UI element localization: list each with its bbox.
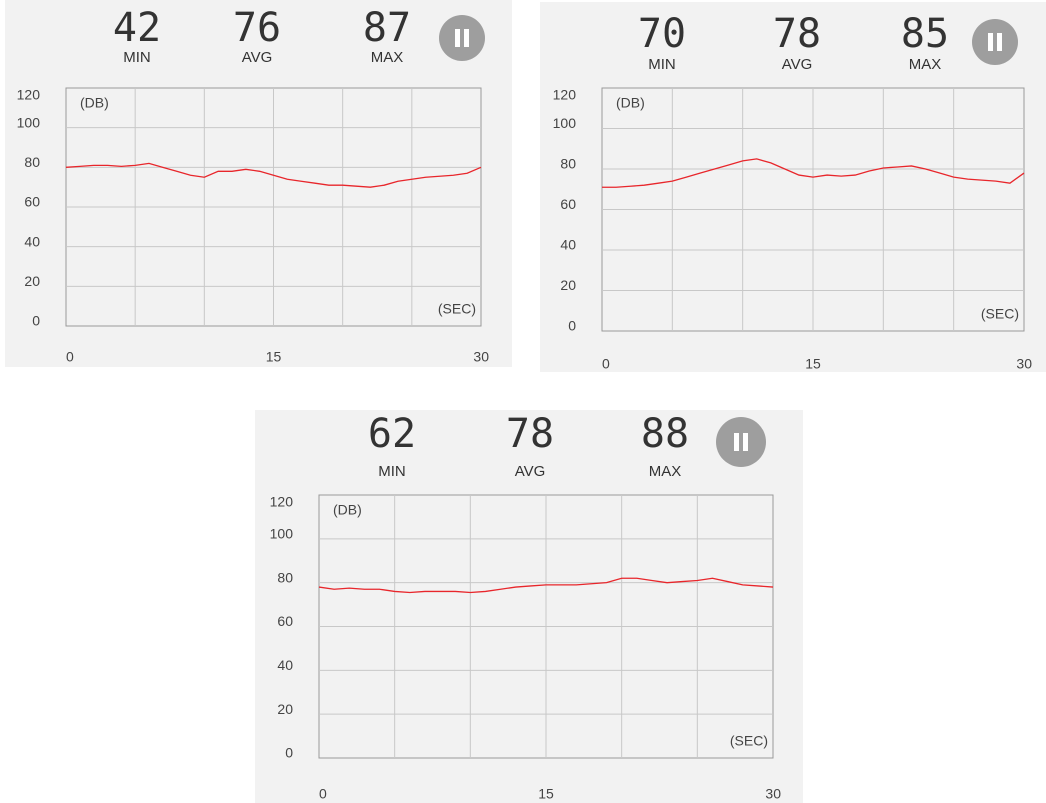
y-axis-label: (DB) — [80, 95, 109, 111]
stat-label: MAX — [649, 463, 682, 480]
stat-label: MIN — [123, 49, 151, 66]
pause-bar[interactable] — [464, 29, 469, 47]
stat-label: AVG — [515, 463, 546, 480]
y-tick-label: 80 — [277, 569, 293, 585]
stat-value: 87 — [363, 5, 411, 51]
x-tick-label: 0 — [602, 356, 610, 372]
y-tick-label: 0 — [285, 745, 293, 761]
x-axis-label: (SEC) — [730, 733, 768, 749]
stat-value: 78 — [506, 411, 554, 457]
y-axis-label: (DB) — [616, 95, 645, 111]
sound-level-line — [65, 162, 482, 188]
y-tick-label: 120 — [553, 87, 577, 103]
pause-button[interactable] — [972, 19, 1018, 65]
y-axis-label: (DB) — [333, 502, 362, 518]
pause-circle[interactable] — [716, 417, 766, 467]
y-tick-label: 100 — [17, 114, 41, 130]
x-tick-label: 15 — [805, 356, 821, 372]
stat-value: 85 — [901, 11, 949, 57]
y-tick-label: 80 — [560, 156, 576, 172]
pause-circle[interactable] — [439, 15, 485, 61]
x-tick-label: 0 — [66, 349, 74, 365]
y-tick-label: 0 — [568, 318, 576, 334]
stat-value: 78 — [773, 11, 821, 57]
sound-level-line — [318, 577, 774, 594]
stat-value: 76 — [233, 5, 281, 51]
stat-value: 42 — [113, 5, 161, 51]
y-tick-label: 100 — [270, 526, 294, 542]
pause-bar[interactable] — [455, 29, 460, 47]
x-tick-label: 30 — [1016, 356, 1032, 372]
x-tick-label: 15 — [266, 349, 282, 365]
pause-circle[interactable] — [972, 19, 1018, 65]
pause-bar[interactable] — [734, 433, 739, 451]
y-tick-label: 60 — [24, 194, 40, 210]
y-tick-label: 40 — [277, 657, 293, 673]
x-tick-label: 30 — [765, 786, 781, 802]
stat-label: MAX — [909, 56, 942, 73]
y-tick-label: 120 — [17, 87, 41, 103]
y-tick-label: 40 — [560, 237, 576, 253]
stat-value: 70 — [638, 11, 686, 57]
y-tick-label: 0 — [32, 313, 40, 329]
stat-value: 62 — [368, 411, 416, 457]
y-tick-label: 100 — [553, 115, 577, 131]
y-tick-label: 20 — [560, 277, 576, 293]
pause-bar[interactable] — [997, 33, 1002, 51]
stat-label: MAX — [371, 49, 404, 66]
stat-label: AVG — [782, 56, 813, 73]
stat-label: AVG — [242, 49, 273, 66]
y-tick-label: 60 — [560, 196, 576, 212]
pause-bar[interactable] — [743, 433, 748, 451]
y-tick-label: 20 — [24, 273, 40, 289]
y-tick-label: 40 — [24, 233, 40, 249]
y-tick-label: 120 — [270, 494, 294, 510]
x-tick-label: 0 — [319, 786, 327, 802]
x-axis-label: (SEC) — [981, 306, 1019, 322]
y-tick-label: 60 — [277, 613, 293, 629]
y-tick-label: 80 — [24, 154, 40, 170]
stat-label: MIN — [378, 463, 406, 480]
pause-bar[interactable] — [988, 33, 993, 51]
meter-panel: 62 MIN 78 AVG 88 MAX 0 20 40 60 80 100 120 0 15 30 (DB) (… — [255, 410, 803, 803]
y-tick-label: 20 — [277, 701, 293, 717]
pause-button[interactable] — [716, 417, 766, 467]
sound-level-line — [602, 158, 1025, 188]
x-tick-label: 30 — [473, 349, 489, 365]
x-axis-label: (SEC) — [438, 301, 476, 317]
pause-button[interactable] — [439, 15, 485, 61]
x-tick-label: 15 — [538, 786, 554, 802]
stat-value: 88 — [641, 411, 689, 457]
stat-label: MIN — [648, 56, 676, 73]
